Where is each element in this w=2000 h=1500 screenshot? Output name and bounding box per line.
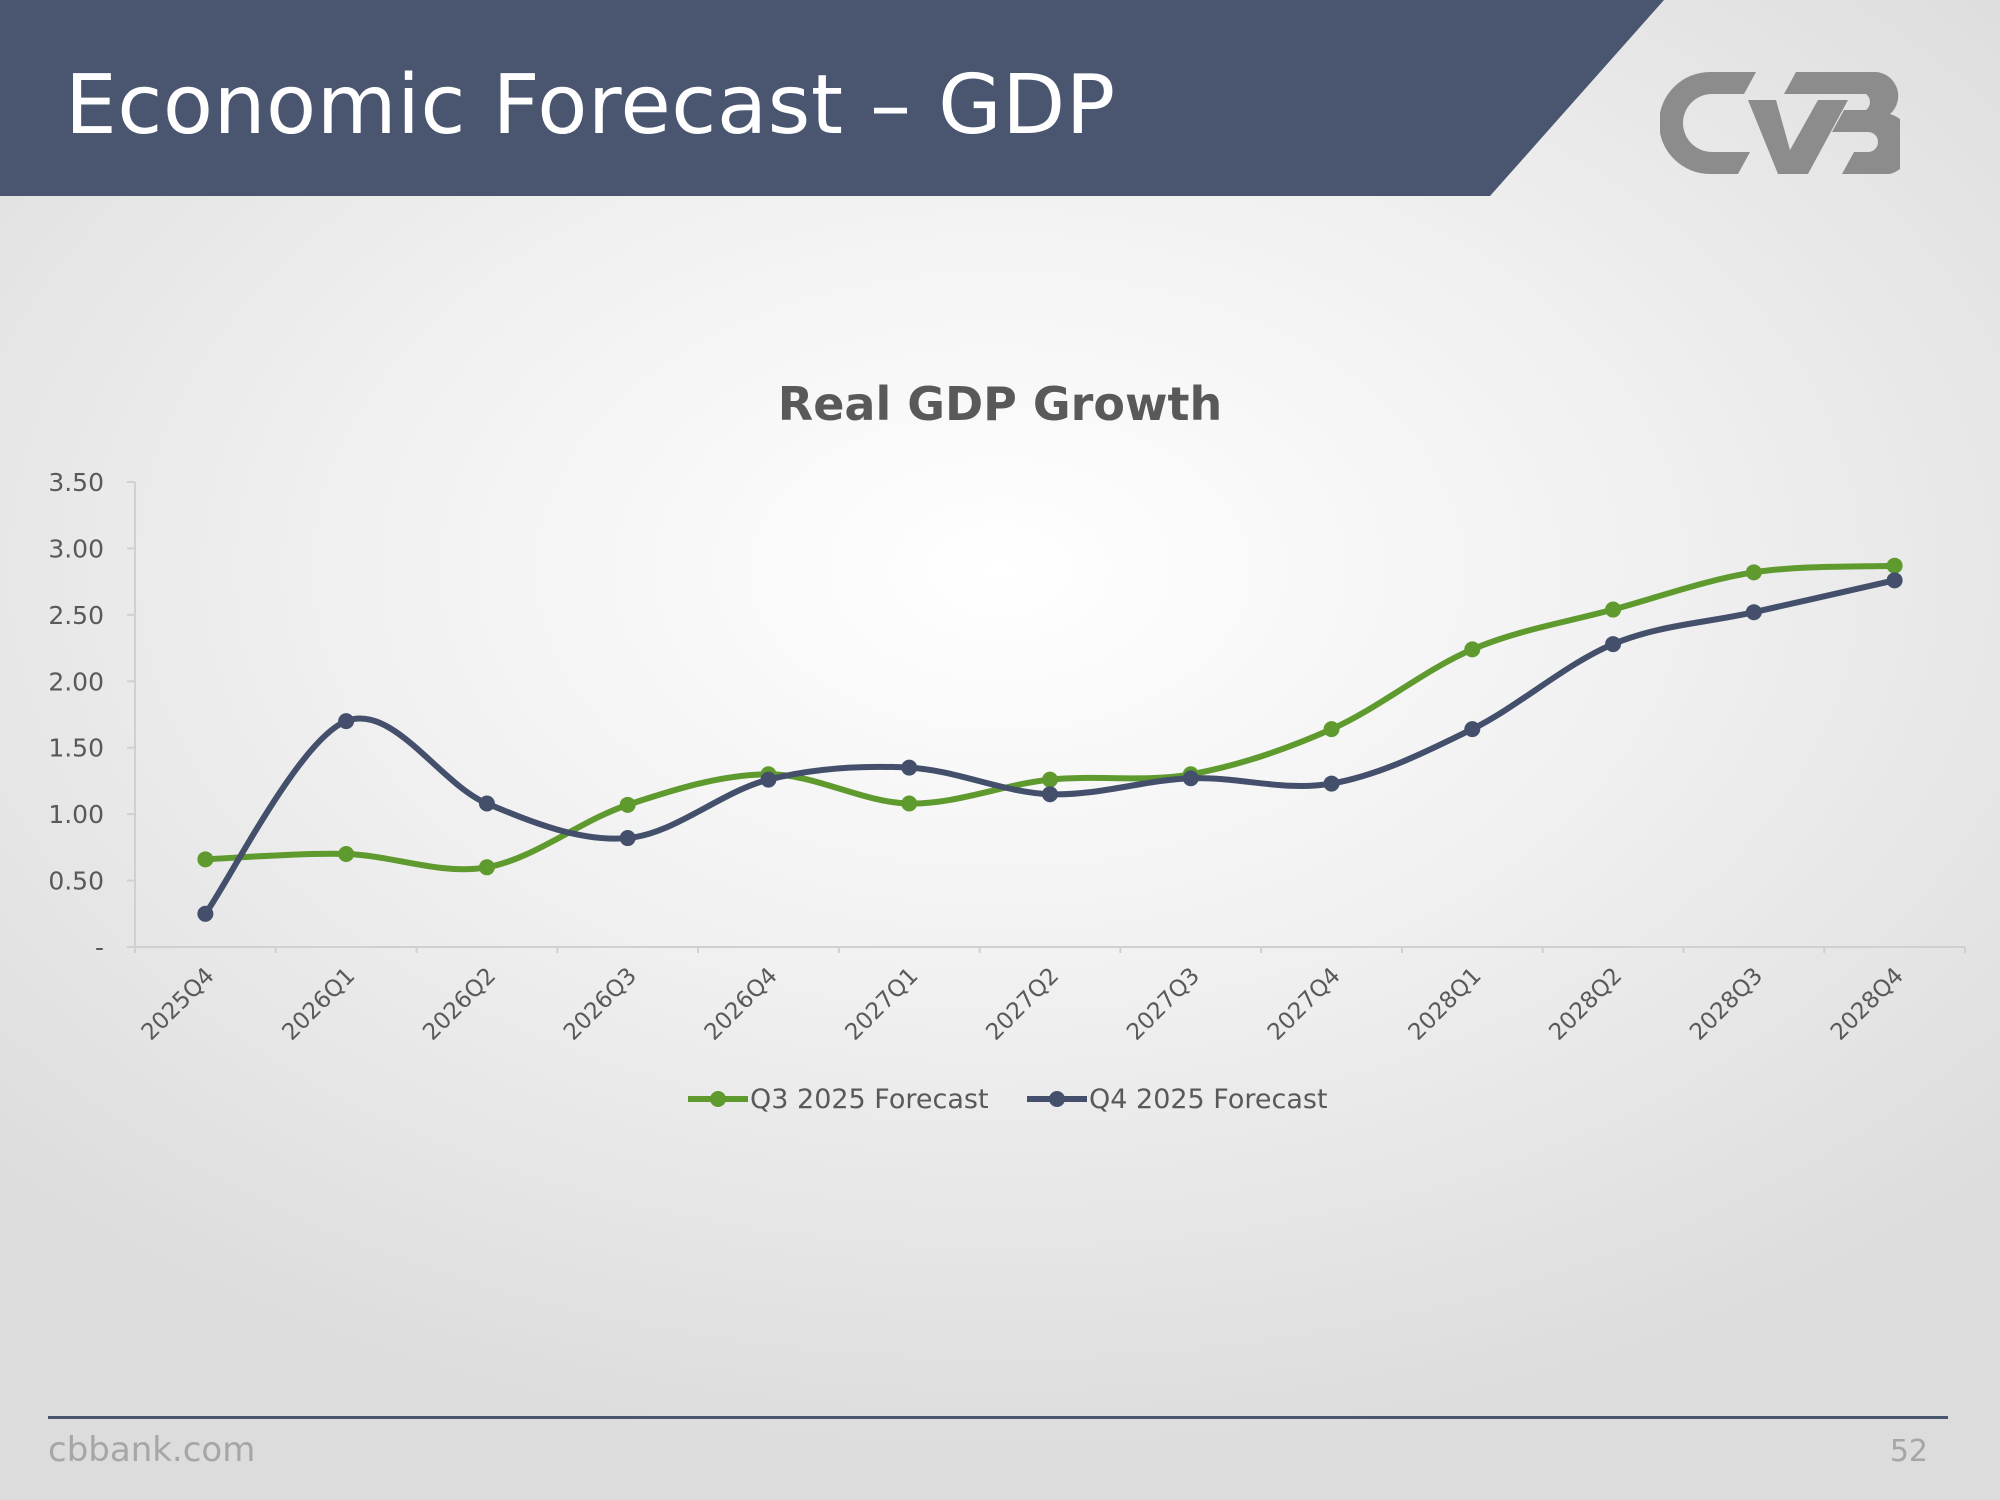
y-tick-label: 2.00	[48, 667, 104, 696]
chart: Real GDP Growth - 0.50 1.00 1.50 2.00 2.50 3.0…	[48, 377, 1966, 1115]
y-tick-label: 2.50	[48, 601, 104, 630]
data-point	[478, 795, 495, 812]
series-2	[197, 572, 1903, 922]
legend-label: Q4 2025 Forecast	[1089, 1084, 1328, 1115]
series-line	[202, 577, 1898, 917]
data-point	[1464, 721, 1481, 738]
x-tick-label: 2025Q4	[137, 963, 220, 1046]
y-tick-label: 3.50	[48, 468, 104, 497]
y-tick-label: 0.50	[48, 867, 104, 896]
footer-url[interactable]: cbbank.com	[48, 1430, 256, 1470]
slide-title: Economic Forecast – GDP	[65, 58, 1116, 153]
data-point	[1886, 557, 1903, 574]
y-tick-label: -	[95, 933, 104, 962]
data-point	[338, 846, 355, 862]
data-point	[1605, 601, 1622, 618]
x-tick-label: 2027Q1	[841, 963, 924, 1046]
series-layer	[197, 557, 1903, 922]
data-point	[1886, 572, 1903, 589]
data-point	[197, 905, 214, 922]
x-tick-label: 2028Q1	[1404, 963, 1487, 1046]
logo-letter-c	[1660, 72, 1756, 174]
data-point	[1745, 564, 1762, 581]
series-line	[202, 562, 1898, 873]
data-point	[1323, 775, 1340, 792]
x-tick-label: 2027Q4	[1263, 963, 1346, 1046]
legend-item-1: Q3 2025 Forecast	[688, 1084, 989, 1115]
data-point	[1323, 721, 1340, 738]
data-point	[760, 771, 777, 788]
x-tick-label: 2028Q4	[1826, 963, 1909, 1046]
x-tick-label: 2027Q3	[1122, 963, 1205, 1046]
x-tick-label: 2026Q2	[418, 963, 501, 1046]
chart-title: Real GDP Growth	[778, 377, 1222, 431]
data-point	[1464, 641, 1481, 658]
logo-letter-v	[1748, 100, 1848, 174]
x-tick-label: 2026Q4	[700, 963, 783, 1046]
x-tick-label: 2028Q2	[1544, 963, 1627, 1046]
data-point	[619, 796, 636, 813]
legend-item-2: Q4 2025 Forecast	[1027, 1084, 1328, 1115]
x-tick-label: 2027Q2	[981, 963, 1064, 1046]
data-point	[619, 830, 636, 847]
y-axis: - 0.50 1.00 1.50 2.00 2.50 3.00 3.50	[48, 468, 136, 962]
data-point	[901, 795, 918, 812]
cvb-logo	[1660, 72, 1900, 174]
data-point	[1745, 604, 1762, 621]
data-point	[478, 859, 495, 876]
legend: Q3 2025 Forecast Q4 2025 Forecast	[688, 1084, 1328, 1115]
x-tick-label: 2028Q3	[1685, 963, 1768, 1046]
x-axis: 2025Q4 2026Q1 2026Q2 2026Q3 2026Q4 2027Q1 2027…	[134, 946, 1966, 1046]
x-tick-label: 2026Q3	[559, 963, 642, 1046]
legend-label: Q3 2025 Forecast	[750, 1084, 989, 1115]
data-point	[1182, 770, 1199, 787]
legend-swatch-marker	[1049, 1091, 1065, 1107]
data-point	[1042, 771, 1058, 788]
title-banner	[0, 0, 1664, 196]
y-tick-label: 3.00	[48, 534, 104, 563]
data-point	[1042, 786, 1058, 803]
data-point	[197, 851, 214, 868]
footer-divider	[48, 1416, 1948, 1419]
data-point	[338, 713, 355, 730]
logo-letter-b	[1784, 72, 1900, 174]
data-point	[901, 759, 918, 776]
x-tick-label: 2026Q1	[277, 963, 360, 1046]
legend-swatch-marker	[710, 1091, 726, 1107]
series-1	[197, 557, 1903, 876]
page-number: 52	[1889, 1434, 1928, 1469]
banner-shape	[0, 0, 1664, 196]
data-point	[1605, 636, 1622, 653]
y-tick-label: 1.50	[48, 734, 104, 763]
y-tick-label: 1.00	[48, 800, 104, 829]
